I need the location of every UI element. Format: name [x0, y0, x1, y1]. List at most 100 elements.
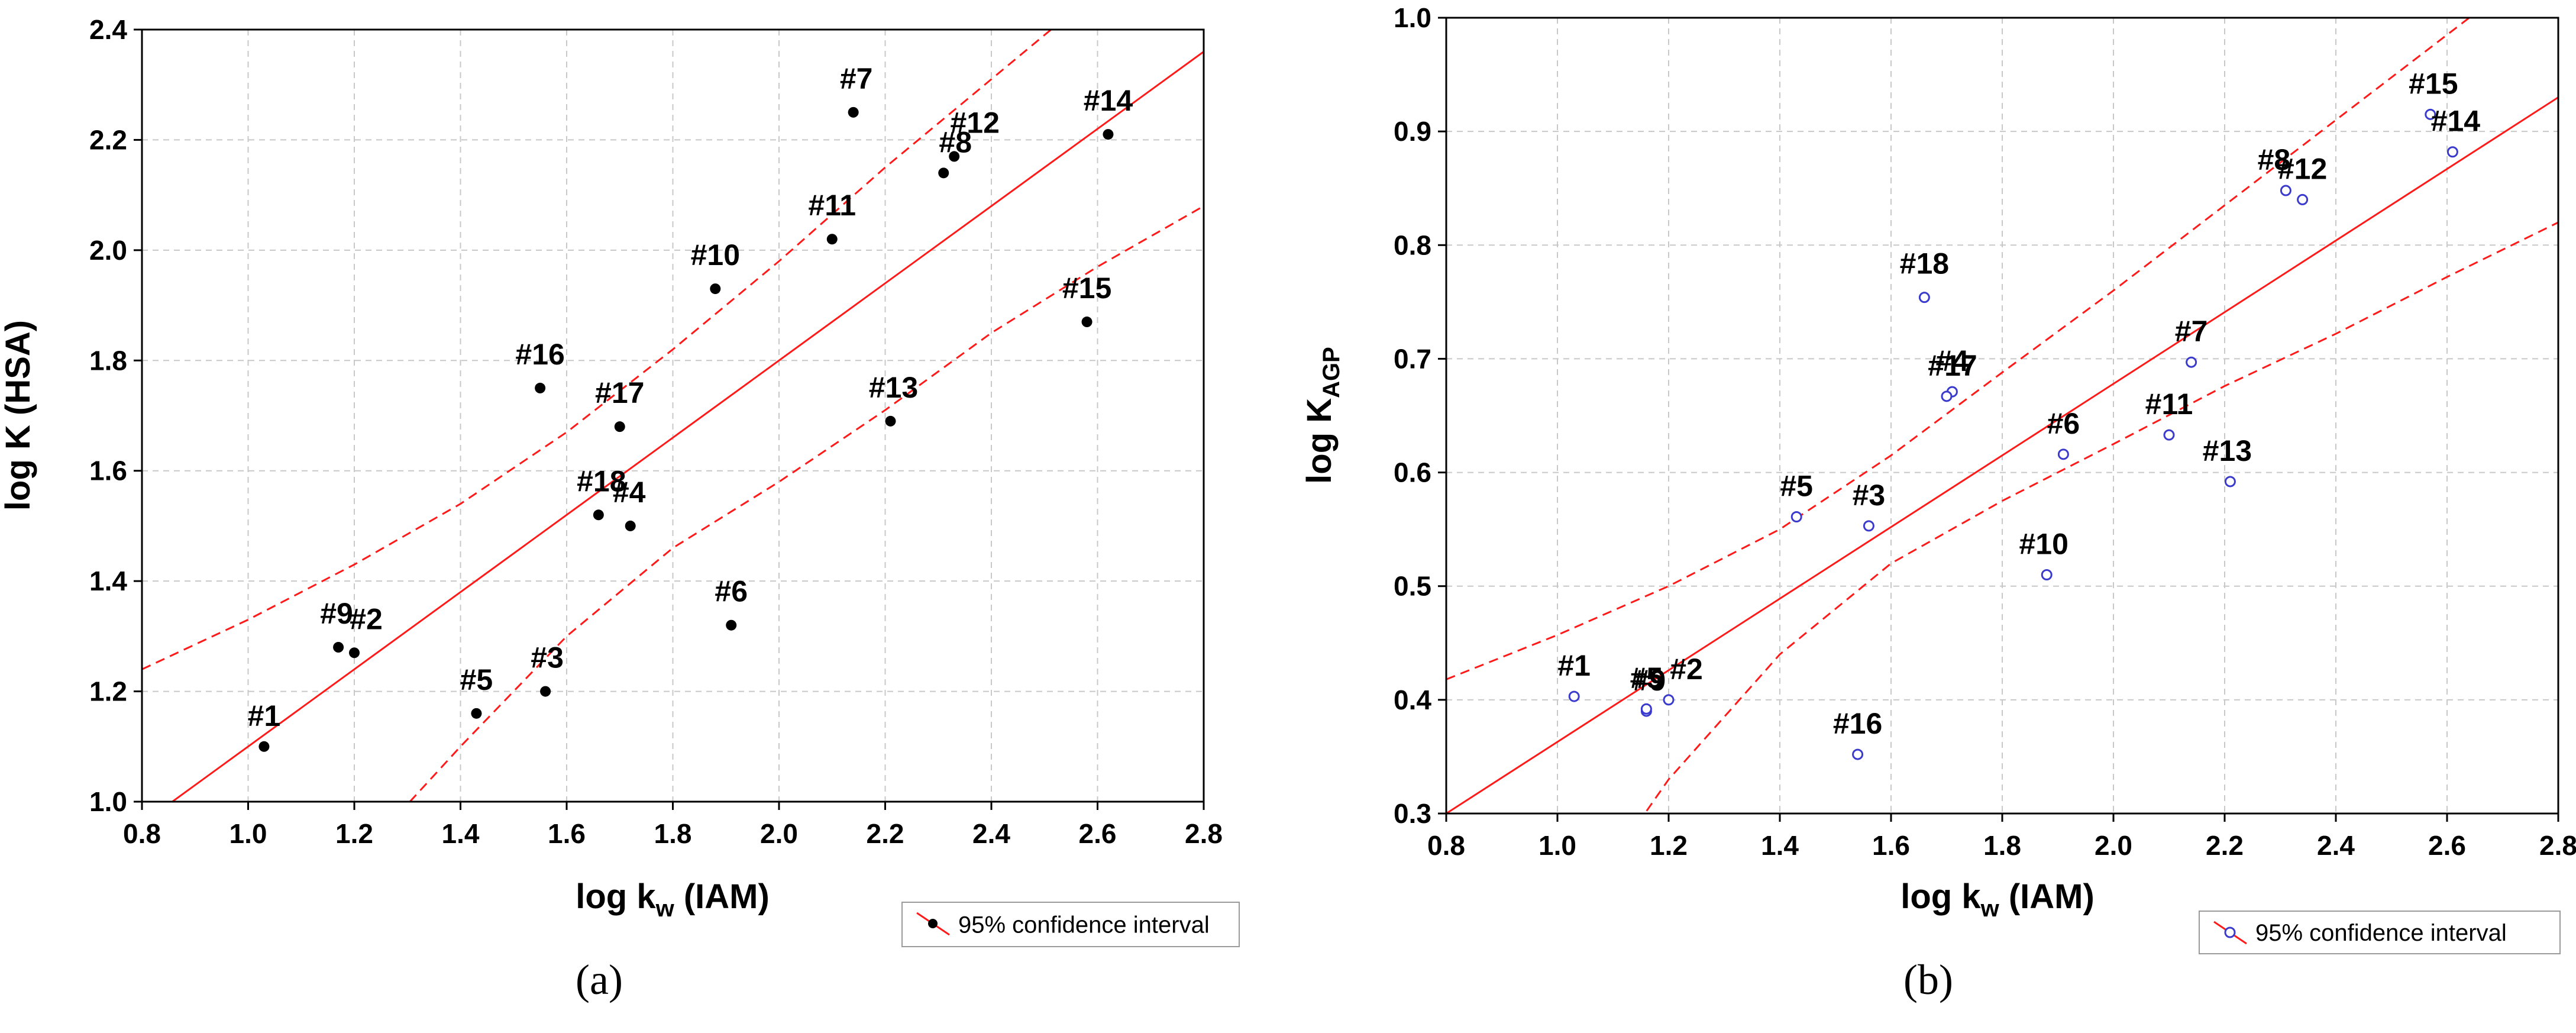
point-label: #3 — [531, 641, 564, 674]
y-tick-label: 0.3 — [1394, 798, 1431, 829]
point-label: #2 — [1670, 653, 1703, 686]
data-point — [2041, 569, 2053, 580]
point-label: #16 — [515, 338, 564, 371]
panel-caption: (b) — [1903, 956, 1953, 1003]
data-point — [2446, 146, 2458, 158]
point-label: #10 — [2019, 528, 2068, 561]
legend-marker-icon — [2224, 927, 2236, 938]
regression-line — [170, 51, 1204, 802]
data-point — [2163, 429, 2175, 441]
ci-lower-line — [1643, 221, 2558, 814]
data-point — [949, 151, 960, 162]
x-tick-label: 1.2 — [1650, 830, 1688, 861]
point-label: #9 — [320, 597, 353, 630]
point-label: #11 — [808, 189, 856, 222]
panel-caption: (a) — [576, 956, 623, 1003]
point-label: #10 — [691, 238, 740, 272]
y-tick-label: 2.4 — [89, 14, 127, 45]
y-tick-label: 2.0 — [89, 235, 127, 266]
data-point — [1568, 690, 1580, 702]
data-point — [540, 686, 551, 697]
legend: 95% confidence interval — [901, 902, 1240, 947]
data-point — [2297, 193, 2309, 205]
data-point — [1863, 520, 1874, 532]
x-tick-label: 1.8 — [1983, 830, 2021, 861]
x-tick-label: 2.8 — [2539, 830, 2576, 861]
data-point — [938, 167, 949, 179]
x-tick-label: 2.6 — [2428, 830, 2466, 861]
data-point — [1103, 129, 1114, 140]
x-tick-label: 2.6 — [1079, 818, 1117, 849]
plot-frame — [1445, 17, 2559, 815]
data-point — [2280, 185, 2291, 196]
point-label: #2 — [350, 602, 383, 635]
data-point — [1640, 703, 1652, 715]
plot-frame — [141, 28, 1205, 803]
point-label: #14 — [2431, 105, 2481, 138]
data-point — [2425, 108, 2436, 120]
data-point — [258, 741, 270, 752]
point-label: #5 — [460, 663, 493, 696]
ci-upper-line — [1446, 18, 2471, 680]
y-tick-label: 0.9 — [1394, 116, 1431, 147]
point-label: #15 — [1062, 272, 1111, 305]
grid — [1446, 18, 2558, 814]
data-point — [535, 382, 546, 393]
data-point — [848, 106, 859, 118]
x-tick-label: 0.8 — [123, 818, 161, 849]
y-tick-label: 0.5 — [1394, 571, 1431, 602]
point-label: #12 — [950, 106, 999, 139]
point-label: #16 — [1833, 707, 1882, 740]
point-label: #18 — [577, 464, 626, 498]
y-axis-label: log K (HSA) — [0, 320, 37, 511]
data-point — [885, 415, 896, 427]
point-label: #7 — [2175, 315, 2208, 348]
y-tick-label: 2.2 — [89, 124, 127, 155]
point-label: #1 — [1557, 649, 1591, 682]
data-point — [710, 283, 721, 295]
legend-label: 95% confidence interval — [2255, 920, 2507, 946]
grid — [142, 30, 1204, 802]
data-point — [1663, 694, 1675, 706]
x-tick-label: 2.2 — [867, 818, 904, 849]
point-label: #11 — [2145, 388, 2193, 421]
data-point — [1852, 748, 1864, 760]
x-tick-label: 2.4 — [2317, 830, 2355, 861]
data-point — [1918, 292, 1930, 304]
point-label: #6 — [2047, 407, 2080, 440]
y-tick-label: 0.7 — [1394, 343, 1431, 374]
x-tick-label: 2.0 — [760, 818, 798, 849]
data-point — [1790, 511, 1802, 523]
point-label: #17 — [595, 376, 644, 409]
point-label: #15 — [2409, 67, 2458, 100]
x-tick-label: 1.4 — [442, 818, 480, 849]
data-point — [1941, 390, 1953, 402]
x-tick-label: 2.2 — [2206, 830, 2244, 861]
data-point — [826, 234, 838, 245]
y-tick-label: 1.2 — [89, 676, 127, 707]
x-tick-label: 2.0 — [2095, 830, 2132, 861]
regression-line — [1446, 96, 2558, 814]
data-point — [726, 619, 737, 631]
point-label: #13 — [869, 371, 918, 404]
point-label: #18 — [1900, 247, 1949, 280]
point-label: #7 — [840, 62, 873, 95]
x-tick-label: 2.4 — [972, 818, 1010, 849]
y-tick-label: 0.8 — [1394, 230, 1431, 260]
x-tick-label: 1.6 — [1872, 830, 1910, 861]
x-tick-label: 1.4 — [1761, 830, 1799, 861]
point-label: #13 — [2203, 434, 2252, 467]
data-point — [614, 421, 625, 432]
ci-lower-line — [408, 205, 1204, 802]
point-label: #8 — [2258, 143, 2291, 176]
point-label: #6 — [715, 575, 748, 608]
y-tick-label: 1.8 — [89, 345, 127, 376]
x-axis-label: log kw (IAM) — [1901, 877, 2095, 922]
y-axis-label: log KAGP — [1300, 347, 1344, 484]
point-label: #12 — [2278, 152, 2327, 185]
point-label: #17 — [1928, 349, 1977, 382]
point-label: #5 — [1780, 470, 1813, 503]
y-tick-label: 1.0 — [89, 786, 127, 817]
x-tick-label: 1.2 — [335, 818, 373, 849]
